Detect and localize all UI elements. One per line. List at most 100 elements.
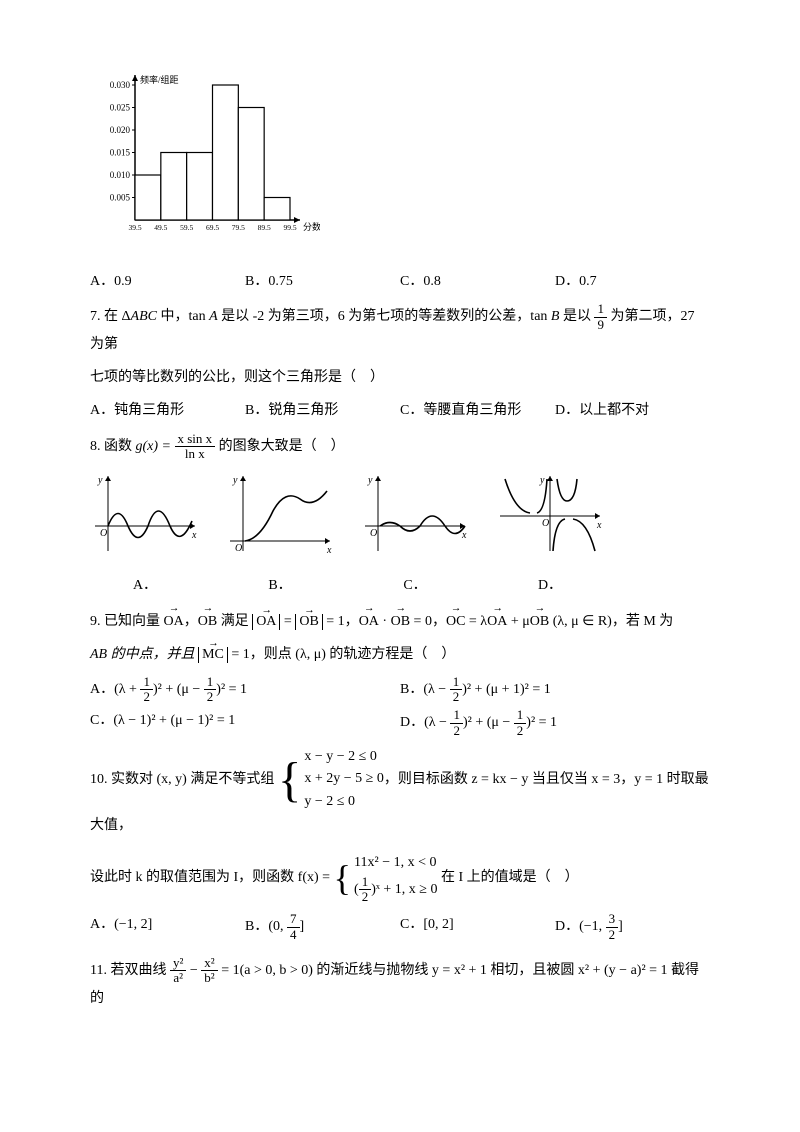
q10-od2: ] xyxy=(618,919,623,934)
q7-frac-den: 9 xyxy=(594,318,607,332)
histogram-chart: 0.0050.0100.0150.0200.0250.03039.549.559… xyxy=(90,60,710,254)
q7-frac: 19 xyxy=(594,302,607,332)
svg-text:O: O xyxy=(100,528,107,539)
q7-options: A．钝角三角形 B．锐角三角形 C．等腰直角三角形 D．以上都不对 xyxy=(90,398,710,423)
q9-t5: · xyxy=(379,614,391,629)
q9: 9. 已知向量 OA，OB 满足 OA = OB = 1，OA · OB = 0… xyxy=(90,609,710,634)
svg-text:49.5: 49.5 xyxy=(154,223,167,232)
svg-text:O: O xyxy=(235,543,242,554)
q8-gx: g(x) = xyxy=(136,439,175,454)
svg-text:59.5: 59.5 xyxy=(180,223,193,232)
q10-obn: 7 xyxy=(287,912,300,927)
q7-A: A xyxy=(209,309,218,324)
q9-opt-d: D．(λ − 12)² + (μ − 12)² = 1 xyxy=(400,708,710,738)
q9-abs-oa: OA xyxy=(252,614,280,631)
q6-options: A．0.9 B．0.75 C．0.8 D．0.7 xyxy=(90,269,710,294)
svg-text:89.5: 89.5 xyxy=(258,223,271,232)
q9-od-1: D．(λ − xyxy=(400,715,450,730)
q9-abs-mc: MC xyxy=(198,647,228,664)
q9-t6: = 0， xyxy=(410,614,446,629)
q9-ob2: OB xyxy=(391,609,410,634)
q9-abs-oa-v: OA xyxy=(256,614,276,631)
q8-frac: x sin xln x xyxy=(175,432,216,462)
svg-text:0.030: 0.030 xyxy=(110,80,131,90)
q10-t4: 在 I 上的值域是（ ） xyxy=(437,871,578,886)
q10-f: 11x² − 1, x < 0(12)ˣ + 1, x ≥ 0 xyxy=(351,852,437,904)
svg-text:y: y xyxy=(539,475,545,486)
q10-ob2: ] xyxy=(300,919,305,934)
q10-opt-d: D．(−1, 32] xyxy=(555,912,710,942)
q10-ob1: B．(0, xyxy=(245,919,287,934)
q10-obd: 4 xyxy=(287,928,300,942)
q10-f2d: 2 xyxy=(359,890,372,904)
q9-ob-2: )² + (μ + 1)² = 1 xyxy=(462,682,551,697)
q7-t1: 7. 在 Δ xyxy=(90,309,131,324)
q6-opt-c: C．0.8 xyxy=(400,269,555,294)
q9-ob-n: 1 xyxy=(450,675,463,690)
histogram-svg: 0.0050.0100.0150.0200.0250.03039.549.559… xyxy=(90,60,320,245)
q10-opt-a: A．(−1, 2] xyxy=(90,912,245,942)
q8-label-a: A． xyxy=(90,573,200,598)
q8-graphs: Oxy A． Oxy B． Oxy C． Oxy D． xyxy=(90,471,710,598)
q11-d2: b² xyxy=(201,971,217,985)
q9-opt-c: C．(λ − 1)² + (μ − 1)² = 1 xyxy=(90,708,400,738)
svg-text:x: x xyxy=(596,520,602,531)
q9-od-2: )² + (μ − xyxy=(463,715,514,730)
q9-t7: = λ xyxy=(465,614,487,629)
q10-sys: x − y − 2 ≤ 0x + 2y − 5 ≥ 0y − 2 ≤ 0 xyxy=(301,746,383,813)
q8-label-b: B． xyxy=(225,573,335,598)
q9-od-n: 1 xyxy=(450,708,463,723)
q7-t3: 是以 -2 为第三项，6 为第七项的等差数列的公差，tan xyxy=(218,309,551,324)
q10-t3: 设此时 k 的取值范围为 I，则函数 f(x) = xyxy=(90,871,334,886)
q9-ob-1: B．(λ − xyxy=(400,682,450,697)
q8-label-c: C． xyxy=(360,573,470,598)
q10-t1: 10. 实数对 (x, y) 满足不等式组 xyxy=(90,772,278,787)
q9-t9: (λ, μ ∈ R)，若 M 为 xyxy=(549,614,673,629)
q10-s1: x − y − 2 ≤ 0 xyxy=(304,749,376,764)
svg-text:y: y xyxy=(97,475,103,486)
q9-mc: MC xyxy=(202,647,224,664)
q7-opt-b: B．锐角三角形 xyxy=(245,398,400,423)
q8-graph-a: Ox y A． xyxy=(90,471,200,598)
q7-opt-c: C．等腰直角三角形 xyxy=(400,398,555,423)
q9-t3: 满足 xyxy=(217,614,252,629)
q9-t1: 9. 已知向量 xyxy=(90,614,164,629)
q8-num: x sin x xyxy=(175,432,216,447)
q10-od1: D．(−1, xyxy=(555,919,606,934)
q9-t4: = 1， xyxy=(323,614,359,629)
svg-text:0.025: 0.025 xyxy=(110,103,131,113)
q8-t1: 8. 函数 xyxy=(90,439,136,454)
q9-ob3: OB xyxy=(530,609,549,634)
q9-od-d: 2 xyxy=(450,724,463,738)
q9-t2: ， xyxy=(184,614,198,629)
q7-t4: 是以 xyxy=(559,309,594,324)
svg-text:39.5: 39.5 xyxy=(128,223,141,232)
q9-line2: AB 的中点，并且 MC = 1，则点 (λ, μ) 的轨迹方程是（ ） xyxy=(90,642,710,667)
q9-oa3: OA xyxy=(487,609,507,634)
svg-text:y: y xyxy=(367,475,373,486)
q7-abc: ABC xyxy=(131,309,157,324)
q11-d1: a² xyxy=(170,971,186,985)
q9-od-n2: 1 xyxy=(514,708,527,723)
svg-text:69.5: 69.5 xyxy=(206,223,219,232)
q9-oa-n: 1 xyxy=(140,675,153,690)
q10-odn: 3 xyxy=(606,912,619,927)
q10-f1: 11x² − 1, x < 0 xyxy=(354,855,436,870)
q11-f1: y²a² xyxy=(170,956,186,986)
svg-text:O: O xyxy=(370,528,377,539)
q10-odd: 2 xyxy=(606,928,619,942)
q9-oa-n2: 1 xyxy=(204,675,217,690)
brace-icon: { xyxy=(278,760,302,799)
q10-f2n: 1 xyxy=(359,875,372,890)
q10-f2b: )ˣ + 1, x ≥ 0 xyxy=(371,882,437,897)
svg-text:x: x xyxy=(326,545,332,556)
q9-oa2: OA xyxy=(359,609,379,634)
q9-od-3: )² = 1 xyxy=(526,715,557,730)
q10-opt-c: C．[0, 2] xyxy=(400,912,555,942)
svg-text:x: x xyxy=(191,530,197,541)
q9-oa-3: )² = 1 xyxy=(216,682,247,697)
q10-line2: 设此时 k 的取值范围为 I，则函数 f(x) = {11x² − 1, x <… xyxy=(90,852,710,904)
q9-t11: = 1，则点 (λ, μ) 的轨迹方程是（ ） xyxy=(228,647,456,662)
q10-options: A．(−1, 2] B．(0, 74] C．[0, 2] D．(−1, 32] xyxy=(90,912,710,942)
q11-n1: y² xyxy=(170,956,186,971)
